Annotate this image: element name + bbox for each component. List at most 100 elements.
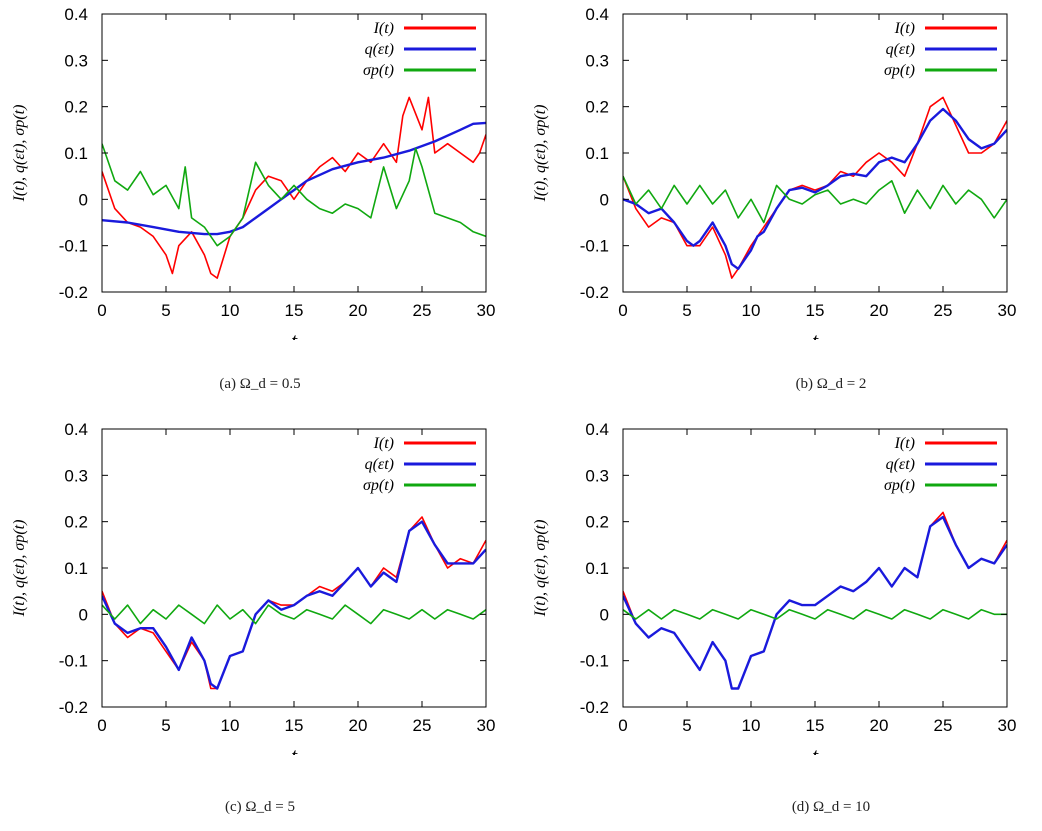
y-tick-label: -0.1 (59, 652, 88, 671)
y-tick-label: 0.4 (585, 420, 609, 439)
series-line-q (102, 121, 486, 236)
chart-panel-c: 0 5 10 15 20 25 30 -0.2 -0.1 0 0.1 0.2 0.3 0.4 t I(t), … (0, 415, 521, 831)
x-tick-label: 25 (934, 301, 953, 320)
x-tick-label: 15 (806, 716, 825, 735)
x-tick-label: 0 (97, 301, 106, 320)
series-line-I (102, 516, 486, 690)
x-tick-label: 20 (870, 301, 889, 320)
y-tick-label: 0.3 (64, 466, 88, 485)
series-line-q (623, 107, 1007, 270)
x-axis-label: t (291, 328, 298, 340)
legend-label: σp(t) (363, 477, 394, 494)
y-tick-label: 0 (79, 605, 88, 624)
y-tick-label: 0.2 (64, 513, 88, 532)
series-group (102, 96, 486, 279)
x-tick-label: 20 (349, 716, 368, 735)
series-line-I (623, 96, 1007, 279)
series-line-sigma-p (623, 608, 1007, 620)
series-line-sigma-p (623, 175, 1007, 224)
x-tick-label: 30 (477, 716, 496, 735)
plot-frame (622, 428, 1008, 708)
legend-label: σp(t) (884, 62, 915, 79)
y-tick-label: -0.1 (59, 237, 88, 256)
chart-panel-b: 0 5 10 15 20 25 30 -0.2 -0.1 0 0.1 0.2 0.3 0.4 t I(t), … (521, 0, 1042, 415)
x-tick-label: 15 (806, 301, 825, 320)
chart-caption-c: (c) Ω_d = 5 (224, 799, 295, 815)
chart-svg-b: 0 5 10 15 20 25 30 -0.2 -0.1 0 0.1 0.2 0.3 0.4 t I(t), … (532, 5, 1017, 353)
y-tick-label: -0.1 (580, 237, 609, 256)
x-tick-label: 25 (413, 716, 432, 735)
series-line-sigma-p (102, 143, 486, 247)
chart-panel-a: 0 5 10 15 20 25 30 -0.2 -0.1 0 0.1 0.2 0.3 0.4 t I(t), … (0, 0, 521, 415)
x-tick-label: 25 (413, 301, 432, 320)
legend-label: σp(t) (884, 477, 915, 494)
y-axis-label: I(t), q(εt), σp(t) (532, 520, 549, 618)
x-tick-label: 0 (618, 716, 627, 735)
y-tick-label: 0.2 (64, 98, 88, 117)
legend-label: q(εt) (365, 41, 394, 58)
series-line-I (102, 96, 486, 279)
x-tick-label: 25 (934, 716, 953, 735)
series-line-I (623, 511, 1007, 690)
legend-label: q(εt) (886, 41, 915, 58)
x-tick-label: 30 (998, 716, 1017, 735)
plot-frame (622, 13, 1008, 293)
chart-caption-a: (a) Ω_d = 0.5 (219, 376, 301, 392)
plot-frame (101, 428, 487, 708)
y-tick-label: 0.4 (64, 5, 88, 24)
series-group (623, 511, 1007, 690)
series-group (102, 516, 486, 690)
y-tick-label: 0.1 (64, 559, 88, 578)
y-tick-label: -0.2 (59, 698, 88, 717)
y-axis-label: I(t), q(εt), σp(t) (11, 520, 28, 618)
y-axis-label: I(t), q(εt), σp(t) (11, 105, 28, 203)
x-tick-label: 15 (285, 301, 304, 320)
x-tick-label: 5 (161, 716, 170, 735)
x-tick-label: 0 (618, 301, 627, 320)
legend-label: I(t) (894, 435, 915, 452)
y-tick-label: 0.4 (64, 420, 88, 439)
x-tick-label: 5 (682, 301, 691, 320)
y-tick-label: 0.1 (585, 559, 609, 578)
x-tick-label: 5 (161, 301, 170, 320)
y-tick-label: 0 (600, 190, 609, 209)
chart-svg-c: 0 5 10 15 20 25 30 -0.2 -0.1 0 0.1 0.2 0.3 0.4 t I(t), … (11, 420, 496, 768)
y-tick-label: 0.3 (585, 51, 609, 70)
y-tick-label: 0 (79, 190, 88, 209)
series-group (623, 96, 1007, 279)
series-line-sigma-p (102, 604, 486, 625)
y-tick-label: -0.2 (59, 283, 88, 302)
legend-label: q(εt) (886, 456, 915, 473)
y-tick-label: 0.3 (585, 466, 609, 485)
x-axis-label: t (291, 743, 298, 755)
y-tick-label: 0.2 (585, 513, 609, 532)
y-tick-label: 0.2 (585, 98, 609, 117)
legend-label: q(εt) (365, 456, 394, 473)
chart-svg-d: 0 5 10 15 20 25 30 -0.2 -0.1 0 0.1 0.2 0.3 0.4 t I(t), … (532, 420, 1017, 768)
y-tick-label: 0 (600, 605, 609, 624)
series-line-q (623, 515, 1007, 690)
x-tick-label: 15 (285, 716, 304, 735)
legend-label: I(t) (373, 20, 394, 37)
x-tick-label: 30 (477, 301, 496, 320)
plot-frame (101, 13, 487, 293)
y-tick-label: 0.3 (64, 51, 88, 70)
x-tick-label: 20 (349, 301, 368, 320)
y-tick-label: -0.2 (580, 698, 609, 717)
x-tick-label: 10 (742, 301, 761, 320)
legend-label: I(t) (894, 20, 915, 37)
x-axis-label: t (812, 328, 819, 340)
x-tick-label: 0 (97, 716, 106, 735)
y-axis-label: I(t), q(εt), σp(t) (532, 105, 549, 203)
chart-caption-d: (d) Ω_d = 10 (791, 799, 871, 815)
x-tick-label: 30 (998, 301, 1017, 320)
x-tick-label: 5 (682, 716, 691, 735)
y-tick-label: 0.4 (585, 5, 609, 24)
legend-label: σp(t) (363, 62, 394, 79)
y-tick-label: 0.1 (64, 144, 88, 163)
x-tick-label: 20 (870, 716, 889, 735)
legend-label: I(t) (373, 435, 394, 452)
x-axis-label: t (812, 743, 819, 755)
chart-svg-a: 0 5 10 15 20 25 30 -0.2 -0.1 0 0.1 0.2 0.3 0.4 t I(t), … (11, 5, 496, 353)
x-tick-label: 10 (221, 301, 240, 320)
